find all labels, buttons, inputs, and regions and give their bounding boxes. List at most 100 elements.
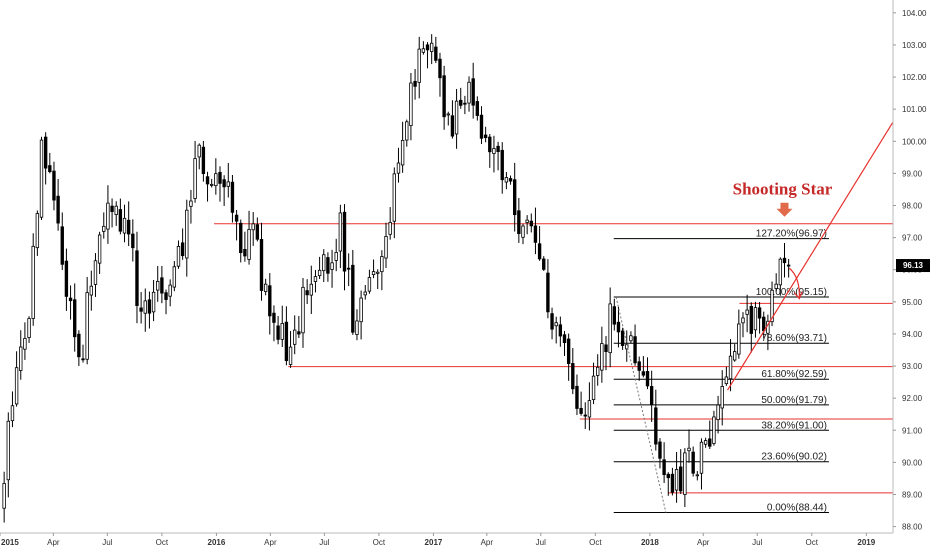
- candle-body: [180, 242, 185, 257]
- candle-body: [52, 170, 56, 201]
- x-tick-label: Apr: [47, 538, 60, 547]
- candle-body: [172, 266, 177, 288]
- fib-level-label: 23.60%(90.02): [761, 452, 827, 463]
- candle-body: [156, 280, 160, 291]
- candle-body: [251, 223, 255, 231]
- candle-body: [762, 316, 766, 332]
- candle-body: [774, 283, 778, 289]
- candle: [234, 209, 239, 241]
- candle-body: [64, 260, 69, 297]
- y-tick-label: 104.00: [902, 9, 927, 18]
- candle-body: [554, 322, 558, 327]
- candle: [27, 316, 31, 343]
- candle-body: [97, 234, 102, 264]
- candle-body: [525, 219, 529, 223]
- candle-body: [77, 333, 81, 358]
- candle: [367, 269, 372, 294]
- candle: [629, 331, 633, 344]
- candle-body: [371, 271, 376, 276]
- candle-body: [716, 404, 720, 421]
- candle: [687, 429, 691, 463]
- fib-anchor-line: [615, 296, 667, 513]
- candle: [405, 119, 409, 147]
- candle-body: [566, 338, 571, 364]
- candle: [712, 410, 716, 446]
- candle: [176, 240, 181, 269]
- candle: [114, 201, 118, 226]
- candle: [438, 52, 442, 97]
- candle-body: [699, 441, 704, 474]
- candle: [413, 69, 417, 100]
- candle: [550, 307, 554, 340]
- candle: [268, 273, 272, 335]
- candle: [625, 330, 629, 362]
- candle: [139, 292, 143, 324]
- candle: [778, 257, 783, 296]
- trendlines: [615, 121, 894, 513]
- candle: [342, 204, 347, 291]
- candle: [579, 391, 583, 416]
- x-tick-label: Apr: [264, 538, 277, 547]
- candle: [463, 95, 467, 115]
- candle-body: [288, 346, 293, 365]
- candle-body: [222, 179, 226, 188]
- candle: [471, 62, 475, 119]
- candle: [533, 207, 538, 255]
- candle: [749, 302, 753, 353]
- candle-body: [405, 121, 409, 141]
- candle-body: [380, 256, 384, 273]
- candle: [488, 134, 492, 168]
- candle-body: [728, 355, 733, 380]
- candle: [475, 96, 480, 121]
- candle: [558, 316, 563, 347]
- candle-body: [135, 250, 139, 306]
- candle-body: [463, 102, 467, 105]
- candle-body: [309, 283, 313, 296]
- candle: [737, 309, 741, 359]
- candle: [720, 370, 724, 426]
- candle: [197, 143, 201, 170]
- candle-body: [467, 81, 471, 104]
- candle: [355, 309, 359, 341]
- candle-body: [322, 254, 326, 272]
- candle: [19, 330, 23, 380]
- candle-body: [60, 226, 64, 265]
- candle-body: [413, 80, 417, 87]
- candle: [695, 471, 700, 481]
- candle: [600, 326, 604, 383]
- candle: [396, 147, 401, 183]
- candle-body: [450, 115, 455, 137]
- candle: [529, 213, 533, 233]
- candle: [276, 315, 280, 345]
- candle-body: [326, 257, 330, 274]
- candle-body: [417, 48, 421, 83]
- candle: [60, 212, 64, 271]
- x-tick-label: Jul: [319, 538, 329, 547]
- horizontal-levels: [214, 223, 893, 494]
- candle: [521, 223, 525, 245]
- candle-body: [737, 323, 741, 355]
- candle: [608, 287, 612, 368]
- candle-body: [596, 366, 600, 376]
- y-tick-label: 94.00: [902, 330, 923, 339]
- y-tick-label: 93.00: [902, 362, 923, 371]
- candle-body: [284, 321, 289, 362]
- x-axis-ticks: 2015 Apr Jul Oct 2016 Apr Jul Oct 2017 Apr Jul Oct 2…: [0, 533, 876, 547]
- candle: [247, 210, 251, 265]
- candle-body: [126, 219, 131, 235]
- candle-body: [537, 243, 542, 260]
- candle: [172, 261, 177, 292]
- candle-body: [168, 284, 172, 297]
- candle: [508, 175, 513, 185]
- x-tick-label: 2015: [1, 538, 19, 547]
- candle-body: [346, 267, 351, 270]
- candle-body: [2, 483, 6, 509]
- candle-body: [359, 297, 363, 323]
- candle: [691, 446, 695, 477]
- candle: [126, 201, 131, 247]
- candle: [106, 185, 110, 244]
- candle: [10, 391, 15, 428]
- fib-level-label: 100.00%(95.15): [756, 287, 827, 298]
- candle: [14, 351, 19, 407]
- candle-body: [724, 376, 729, 385]
